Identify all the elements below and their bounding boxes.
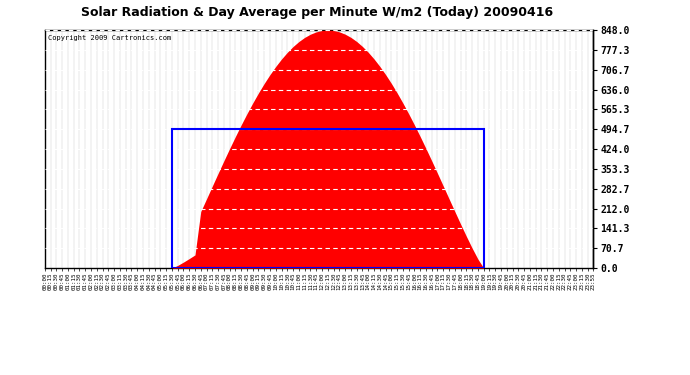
Text: Solar Radiation & Day Average per Minute W/m2 (Today) 20090416: Solar Radiation & Day Average per Minute… xyxy=(81,6,553,19)
Bar xyxy=(172,129,484,268)
Text: Copyright 2009 Cartronics.com: Copyright 2009 Cartronics.com xyxy=(48,35,171,41)
